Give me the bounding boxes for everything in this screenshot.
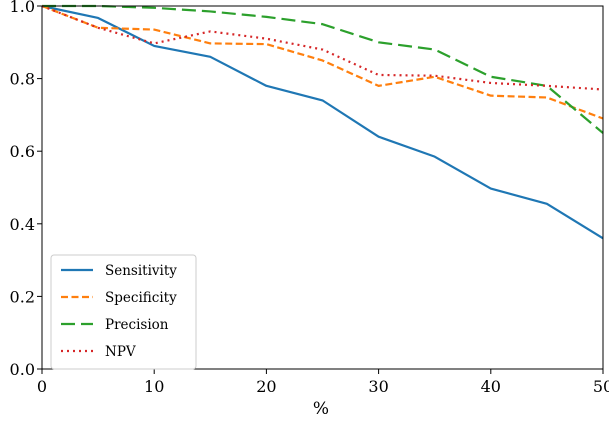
legend-label-npv: NPV [105, 344, 136, 360]
x-tick-label: 40 [481, 377, 501, 396]
y-tick-label: 0.2 [10, 287, 35, 306]
x-axis-title: % [313, 399, 329, 419]
y-tick-label: 0.8 [10, 70, 35, 89]
plot-area [41, 4, 604, 240]
y-tick-label: 1.0 [10, 0, 35, 16]
legend: Sensitivity Specificity Precision NPV [50, 254, 197, 370]
y-tick-label: 0.0 [10, 360, 35, 379]
plot-frame [41, 5, 604, 370]
legend-box [50, 254, 197, 370]
y-tick-label: 0.6 [10, 142, 35, 161]
x-tick-label: 30 [368, 377, 388, 396]
x-tick-label: 20 [256, 377, 276, 396]
y-tick-label: 0.4 [10, 215, 35, 234]
series-line-precision [42, 4, 604, 134]
series-line-specificity [41, 4, 604, 120]
series-line-sensitivity [41, 4, 604, 240]
axes: 0 10 20 30 40 50 0.0 0.2 0.4 0.6 0.8 1.0 [10, 0, 609, 396]
series-line-npv [41, 4, 604, 91]
legend-label-sensitivity: Sensitivity [105, 263, 177, 279]
x-tick-label: 10 [144, 377, 164, 396]
legend-label-specificity: Specificity [105, 290, 177, 306]
x-tick-label: 50 [593, 377, 609, 396]
x-tick-label: 0 [37, 377, 47, 396]
legend-label-precision: Precision [105, 317, 169, 333]
